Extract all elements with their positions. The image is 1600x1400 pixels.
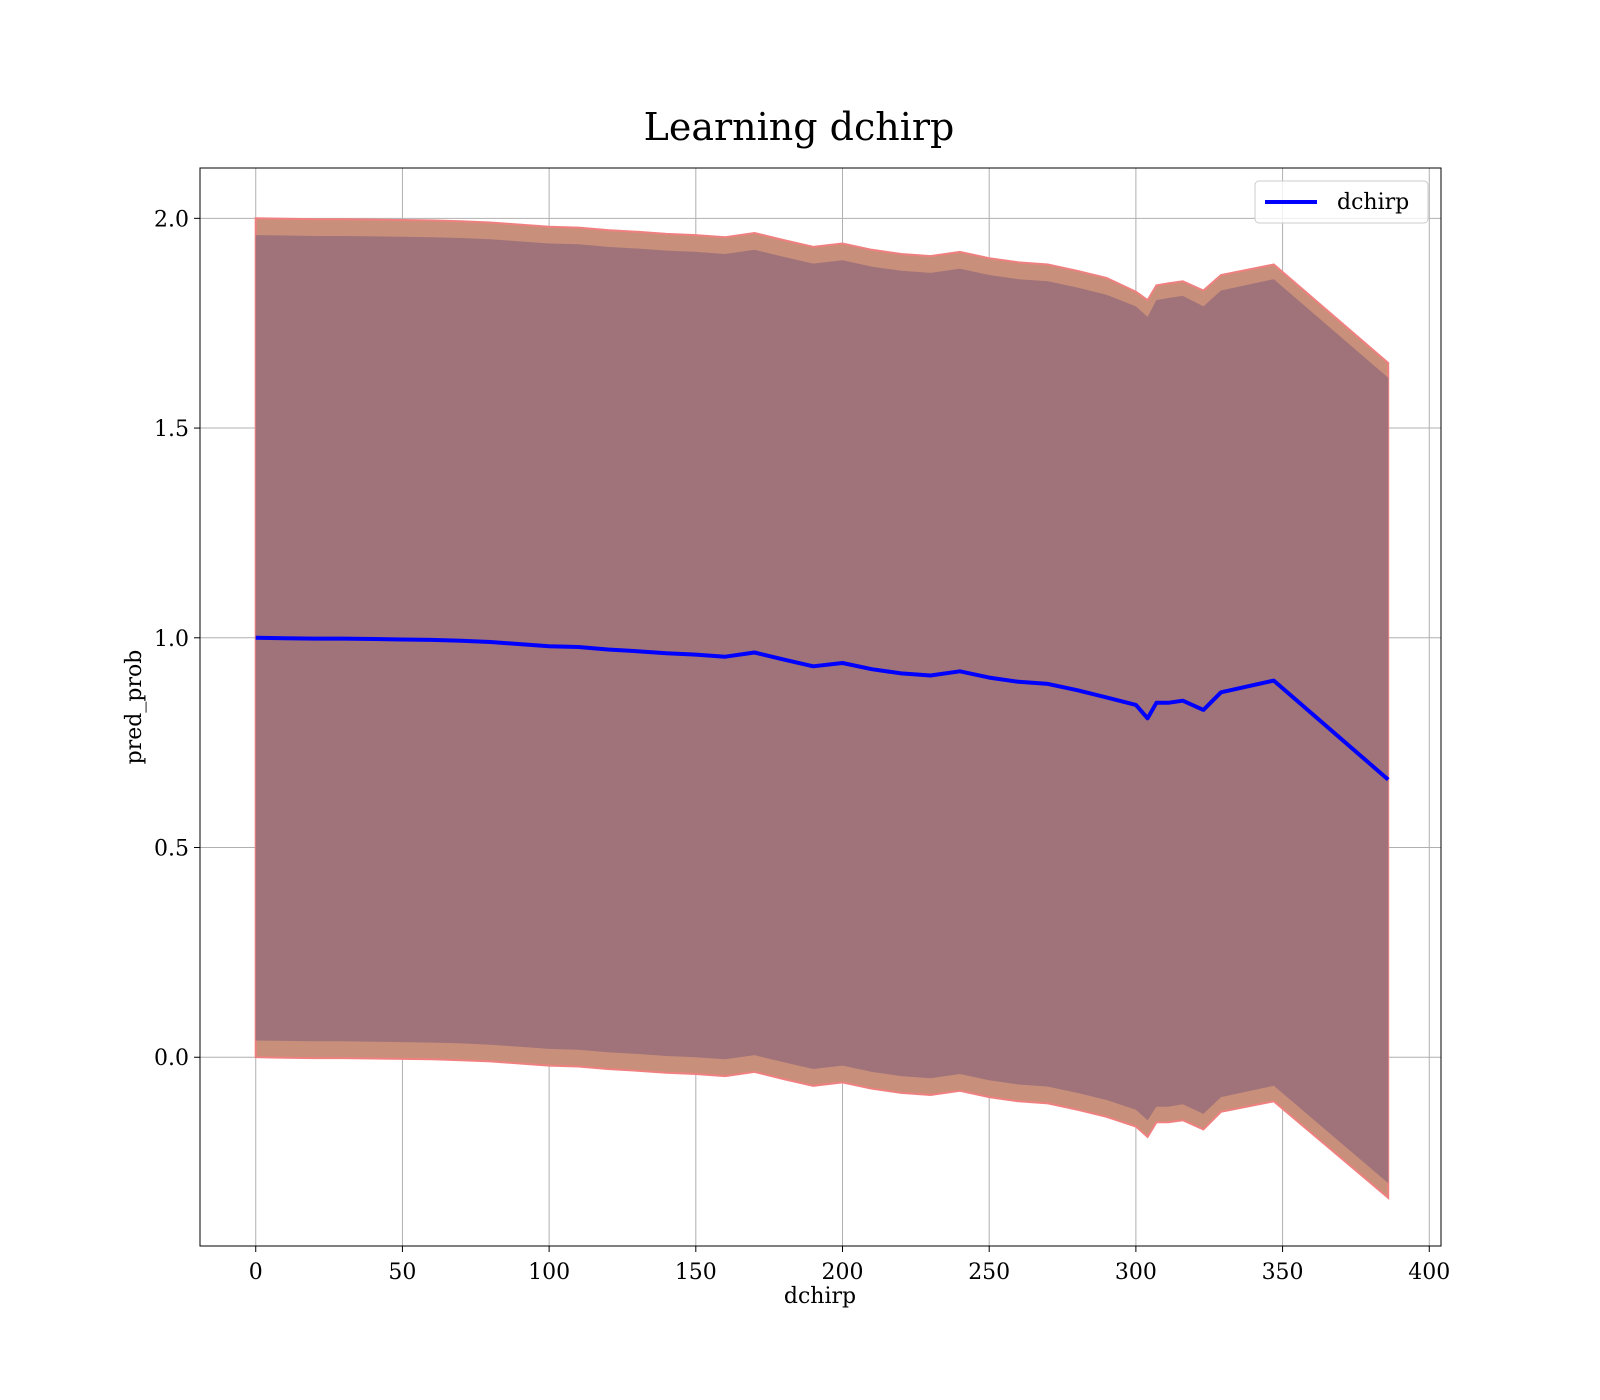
plot-frame xyxy=(199,167,1442,1247)
x-tick-label: 100 xyxy=(528,1260,570,1285)
y-tick-label: 0.0 xyxy=(154,1046,189,1071)
x-axis-title: dchirp xyxy=(784,1284,856,1309)
y-tick-label: 1.0 xyxy=(154,627,189,652)
x-tick-label: 0 xyxy=(249,1260,263,1285)
chart-title: Learning dchirp xyxy=(644,105,955,149)
y-tick-label: 0.5 xyxy=(154,837,189,862)
x-tick-label: 50 xyxy=(388,1260,416,1285)
x-tick-label: 400 xyxy=(1408,1260,1450,1285)
x-tick-label: 150 xyxy=(675,1260,717,1285)
series-layer xyxy=(254,217,1390,1200)
x-tick-label: 200 xyxy=(822,1260,864,1285)
legend-label: dchirp xyxy=(1337,190,1409,215)
series-line-dchirp xyxy=(255,635,1390,782)
y-axis-title: pred_prob xyxy=(122,650,147,765)
inner-band xyxy=(255,235,1389,1184)
legend-box xyxy=(1254,180,1429,224)
legend: dchirp xyxy=(1254,180,1429,224)
y-tick-label: 1.5 xyxy=(154,417,189,442)
x-tick-label: 350 xyxy=(1262,1260,1304,1285)
x-tick-label: 250 xyxy=(968,1260,1010,1285)
y-tick-label: 2.0 xyxy=(154,207,189,232)
x-axis: 0 50 100 150 200 250 300 350 400 xyxy=(249,1246,1450,1285)
x-tick-label: 300 xyxy=(1115,1260,1157,1285)
y-axis: 0.0 0.5 1.0 1.5 2.0 xyxy=(154,207,200,1071)
